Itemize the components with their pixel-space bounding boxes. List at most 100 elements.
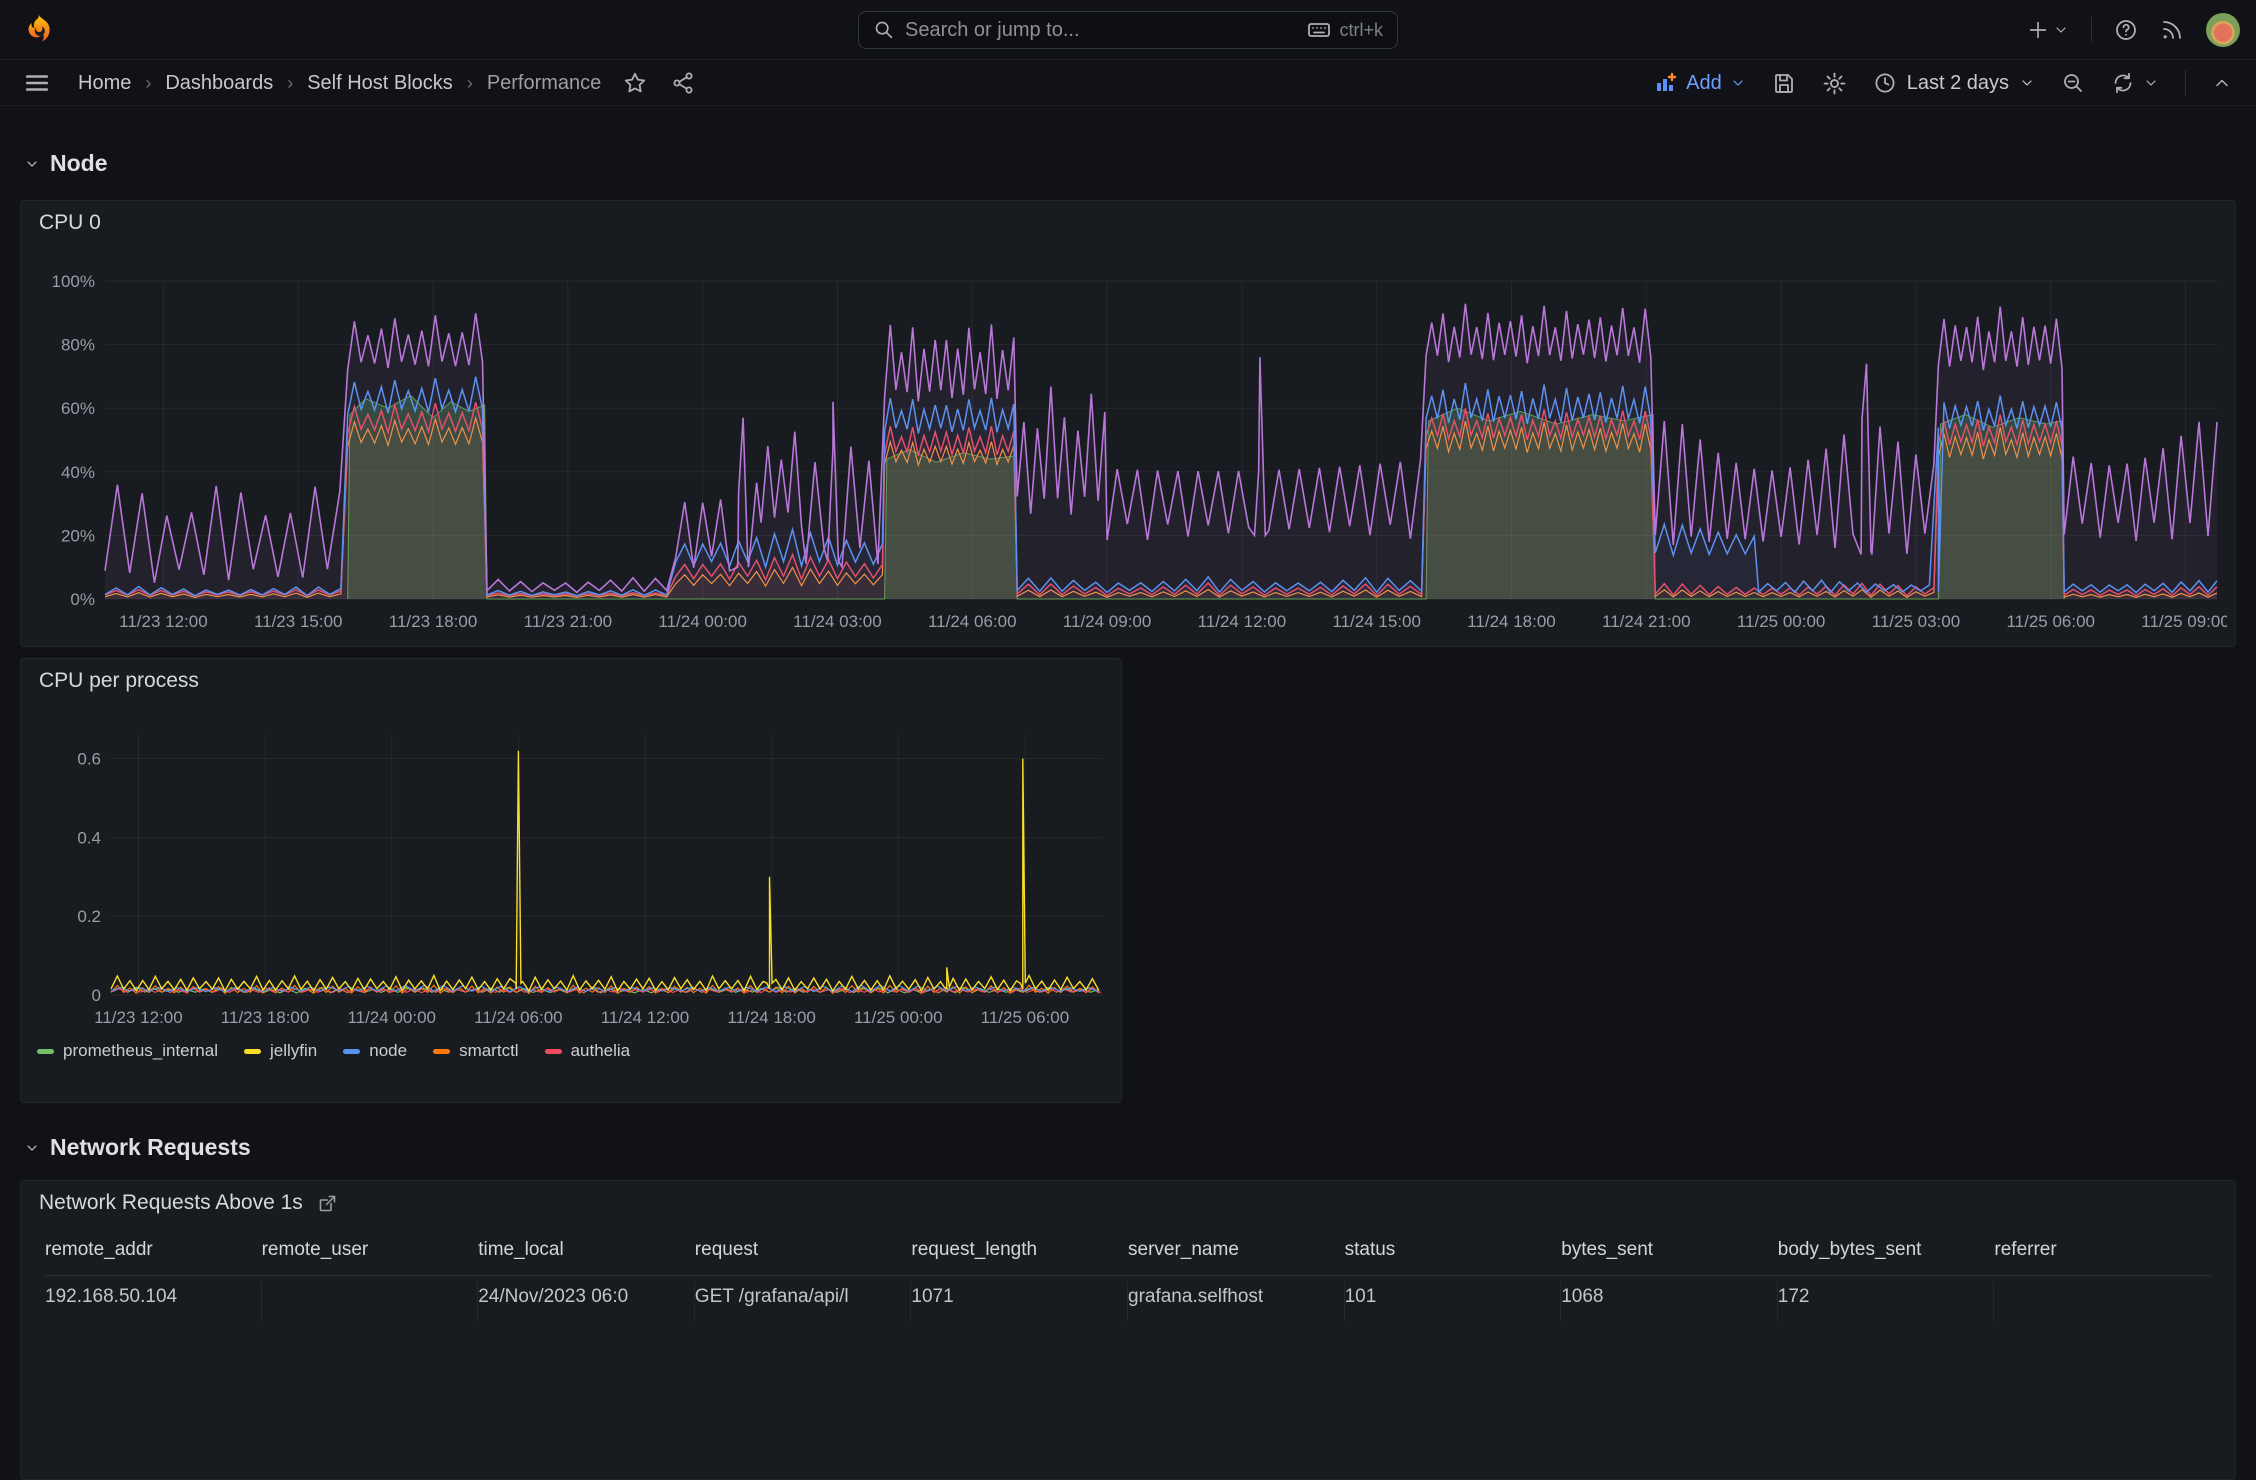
breadcrumb: Home › Dashboards › Self Host Blocks › P…	[78, 71, 602, 94]
svg-text:11/25 06:00: 11/25 06:00	[2006, 612, 2095, 631]
chevron-down-icon	[1733, 80, 1743, 86]
cpu-per-process-chart[interactable]: 0 0.2 0.4 0.6 11/23 12:00 11/23 18:00 11/24 00…	[31, 705, 1113, 1035]
menu-icon[interactable]	[24, 70, 50, 96]
svg-text:11/23 18:00: 11/23 18:00	[389, 612, 478, 631]
chart-legend: prometheus_internal jellyfin node smartc…	[37, 1041, 630, 1061]
column-header[interactable]: server_name	[1128, 1239, 1239, 1260]
new-dashboard-button[interactable]	[2027, 19, 2069, 41]
breadcrumb-folder[interactable]: Self Host Blocks	[307, 71, 453, 94]
panel-add-icon	[1657, 72, 1677, 91]
svg-text:11/23 18:00: 11/23 18:00	[221, 1008, 310, 1027]
section-title: Node	[50, 150, 108, 176]
svg-text:0.2: 0.2	[77, 907, 101, 926]
table-header-row: remote_addr remote_user time_local reque…	[45, 1239, 2211, 1276]
column-header[interactable]: request	[694, 1239, 759, 1260]
svg-text:11/23 15:00: 11/23 15:00	[254, 612, 343, 631]
news-icon[interactable]	[2160, 18, 2184, 42]
panel-cpu-per-process: CPU per process 0 0.2 0.4 0.6 11/23 12:00 11/…	[20, 658, 1122, 1103]
chevron-down-icon	[2056, 27, 2066, 33]
panel-title[interactable]: Network Requests Above 1s	[39, 1191, 338, 1215]
clock-icon	[1873, 71, 1897, 95]
svg-text:11/23 21:00: 11/23 21:00	[524, 612, 613, 631]
chevron-down-icon	[27, 160, 37, 167]
share-button[interactable]	[671, 71, 695, 95]
keyboard-icon	[1307, 18, 1331, 42]
table-row[interactable]: 192.168.50.104 24/Nov/2023 06:0 GET /gra…	[45, 1282, 2211, 1322]
grafana-logo[interactable]	[20, 12, 56, 48]
panel-title[interactable]: CPU per process	[39, 669, 199, 692]
panel-title[interactable]: CPU 0	[39, 211, 101, 234]
section-title: Network Requests	[50, 1134, 251, 1160]
svg-text:100%: 100%	[52, 272, 95, 291]
legend-item[interactable]: node	[343, 1041, 407, 1061]
svg-text:11/24 12:00: 11/24 12:00	[601, 1008, 690, 1027]
legend-item[interactable]: authelia	[544, 1041, 630, 1061]
svg-text:0.6: 0.6	[77, 750, 101, 769]
svg-text:11/24 21:00: 11/24 21:00	[1602, 612, 1691, 631]
svg-text:11/25 00:00: 11/25 00:00	[1737, 612, 1826, 631]
svg-text:11/24 18:00: 11/24 18:00	[1467, 612, 1556, 631]
legend-marker	[343, 1048, 361, 1054]
svg-text:11/25 00:00: 11/25 00:00	[854, 1008, 943, 1027]
svg-text:11/25 03:00: 11/25 03:00	[1872, 612, 1961, 631]
legend-item[interactable]: jellyfin	[243, 1041, 317, 1061]
chevron-down-icon	[27, 1144, 37, 1151]
panel-cpu0: CPU 0 0% 20% 40% 60% 80% 100% 11/23 12:00 11/23…	[20, 200, 2236, 647]
search-placeholder: Search or jump to...	[905, 18, 1080, 41]
svg-text:11/24 15:00: 11/24 15:00	[1332, 612, 1421, 631]
chevron-down-icon	[2022, 80, 2032, 86]
svg-text:11/24 03:00: 11/24 03:00	[793, 612, 882, 631]
column-header[interactable]: remote_addr	[45, 1239, 153, 1260]
svg-text:11/25 06:00: 11/25 06:00	[981, 1008, 1070, 1027]
external-link-icon[interactable]	[317, 1193, 338, 1214]
column-header[interactable]: bytes_sent	[1561, 1239, 1654, 1260]
svg-text:0: 0	[92, 986, 101, 1005]
panel-network-requests: Network Requests Above 1s remote_addr re…	[20, 1180, 2236, 1480]
section-row-node[interactable]: Node	[24, 150, 108, 177]
column-header[interactable]: request_length	[911, 1239, 1038, 1260]
breadcrumb-home[interactable]: Home	[78, 71, 132, 94]
add-button[interactable]: Add	[1654, 71, 1746, 95]
column-header[interactable]: body_bytes_sent	[1777, 1239, 1922, 1260]
svg-text:0%: 0%	[70, 590, 95, 609]
legend-marker	[544, 1048, 562, 1054]
svg-text:0.4: 0.4	[77, 828, 101, 847]
chevron-down-icon	[2146, 80, 2156, 86]
svg-text:11/24 18:00: 11/24 18:00	[727, 1008, 816, 1027]
time-range-picker[interactable]: Last 2 days	[1873, 71, 2035, 95]
svg-text:11/24 00:00: 11/24 00:00	[347, 1008, 436, 1027]
legend-marker	[243, 1048, 261, 1054]
dashboard-settings-button[interactable]	[1822, 71, 1847, 96]
column-header[interactable]: referrer	[1994, 1239, 2057, 1260]
save-dashboard-button[interactable]	[1772, 71, 1796, 95]
svg-text:11/23 12:00: 11/23 12:00	[119, 612, 208, 631]
collapse-toolbar-button[interactable]	[2212, 73, 2232, 93]
refresh-button[interactable]	[2111, 71, 2159, 95]
dashboard-toolbar: Home › Dashboards › Self Host Blocks › P…	[0, 61, 2256, 106]
cpu0-chart[interactable]: 0% 20% 40% 60% 80% 100% 11/23 12:00 11/23 15:00…	[31, 247, 2227, 645]
divider	[2091, 17, 2092, 43]
section-row-network-requests[interactable]: Network Requests	[24, 1134, 251, 1161]
svg-text:11/24 06:00: 11/24 06:00	[474, 1008, 563, 1027]
breadcrumb-current: Performance	[486, 71, 602, 94]
search-input[interactable]: Search or jump to... ctrl+k	[858, 11, 1398, 49]
column-header[interactable]: remote_user	[261, 1239, 369, 1260]
legend-item[interactable]: smartctl	[433, 1041, 519, 1061]
column-header[interactable]: time_local	[478, 1239, 564, 1260]
avatar[interactable]	[2206, 13, 2240, 47]
svg-text:11/24 09:00: 11/24 09:00	[1063, 612, 1152, 631]
svg-text:60%: 60%	[61, 399, 95, 418]
column-header[interactable]: status	[1344, 1239, 1396, 1260]
svg-text:11/24 06:00: 11/24 06:00	[928, 612, 1017, 631]
top-nav-bar: Search or jump to... ctrl+k	[0, 0, 2256, 60]
zoom-out-button[interactable]	[2061, 71, 2085, 95]
search-icon	[873, 19, 895, 41]
legend-item[interactable]: prometheus_internal	[37, 1041, 218, 1061]
help-icon[interactable]	[2114, 18, 2138, 42]
svg-text:11/25 09:00: 11/25 09:00	[2141, 612, 2227, 631]
favorite-star-button[interactable]	[623, 71, 647, 95]
breadcrumb-dashboards[interactable]: Dashboards	[165, 71, 274, 94]
svg-text:11/24 12:00: 11/24 12:00	[1198, 612, 1287, 631]
legend-marker	[433, 1048, 451, 1054]
svg-text:11/24 00:00: 11/24 00:00	[658, 612, 747, 631]
